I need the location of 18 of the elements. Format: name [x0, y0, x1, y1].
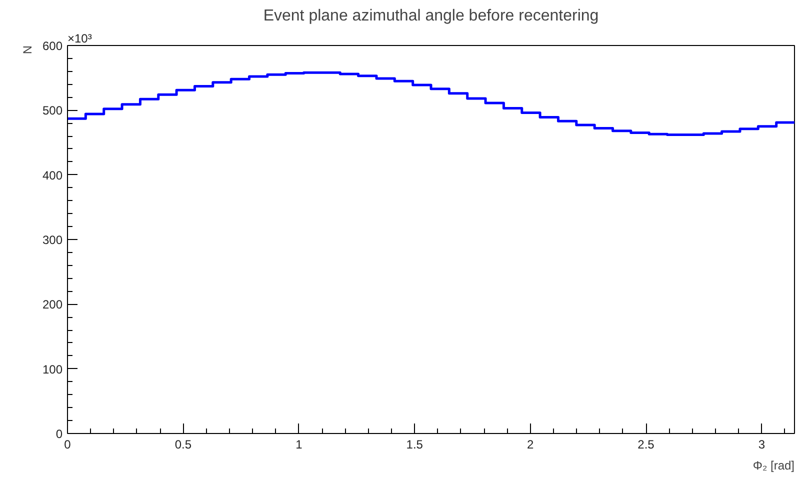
x-tick-label: 0: [64, 438, 72, 452]
x-tick-label: 0.5: [174, 438, 192, 452]
chart-title: Event plane azimuthal angle before recentering: [263, 8, 599, 24]
x-tick-label: 1: [296, 438, 303, 452]
y-tick-label: 400: [42, 168, 63, 182]
y-tick-label: 300: [42, 233, 63, 247]
y-axis-title: N: [20, 45, 34, 54]
x-tick-label: 2: [526, 438, 534, 452]
y-tick-label: 600: [42, 39, 63, 53]
x-tick-label: 1.5: [406, 438, 424, 452]
y-tick-label: 100: [42, 362, 63, 376]
x-tick-label: 2.5: [638, 438, 655, 452]
y-tick-label: 200: [42, 298, 63, 312]
y-tick-label: 0: [56, 427, 63, 441]
text: ×10³: [68, 32, 92, 46]
y-tick-label: 500: [42, 104, 63, 118]
x-tick-label: 3: [758, 438, 766, 452]
x-axis-title: Φ₂ [rad]: [752, 458, 794, 472]
